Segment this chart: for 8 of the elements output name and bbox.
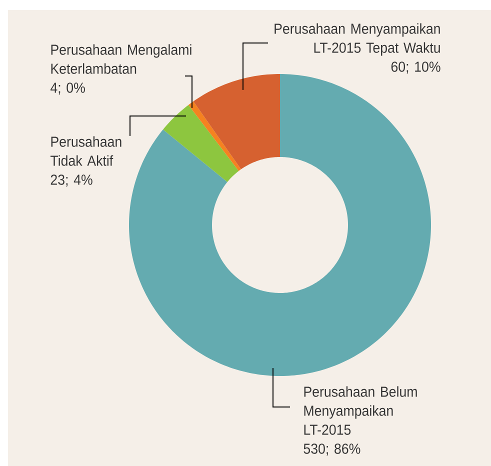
slice-label: Perusahaan Menyampaikan LT-2015 Tepat Waktu [274,23,440,56]
data-label: 23; 4% [50,174,92,187]
data-label: 530; 86% [304,444,360,456]
data-label: 4; 0% [50,82,85,95]
slice-label: Perusahaan Belum Menyampaikan LT-2015 [304,386,417,435]
data-label: 60; 10% [391,62,440,74]
slice-label: Perusahaan Tidak Aktif [50,136,122,166]
slice-label: Perusahaan Mengalami Keterlambatan [51,44,192,74]
